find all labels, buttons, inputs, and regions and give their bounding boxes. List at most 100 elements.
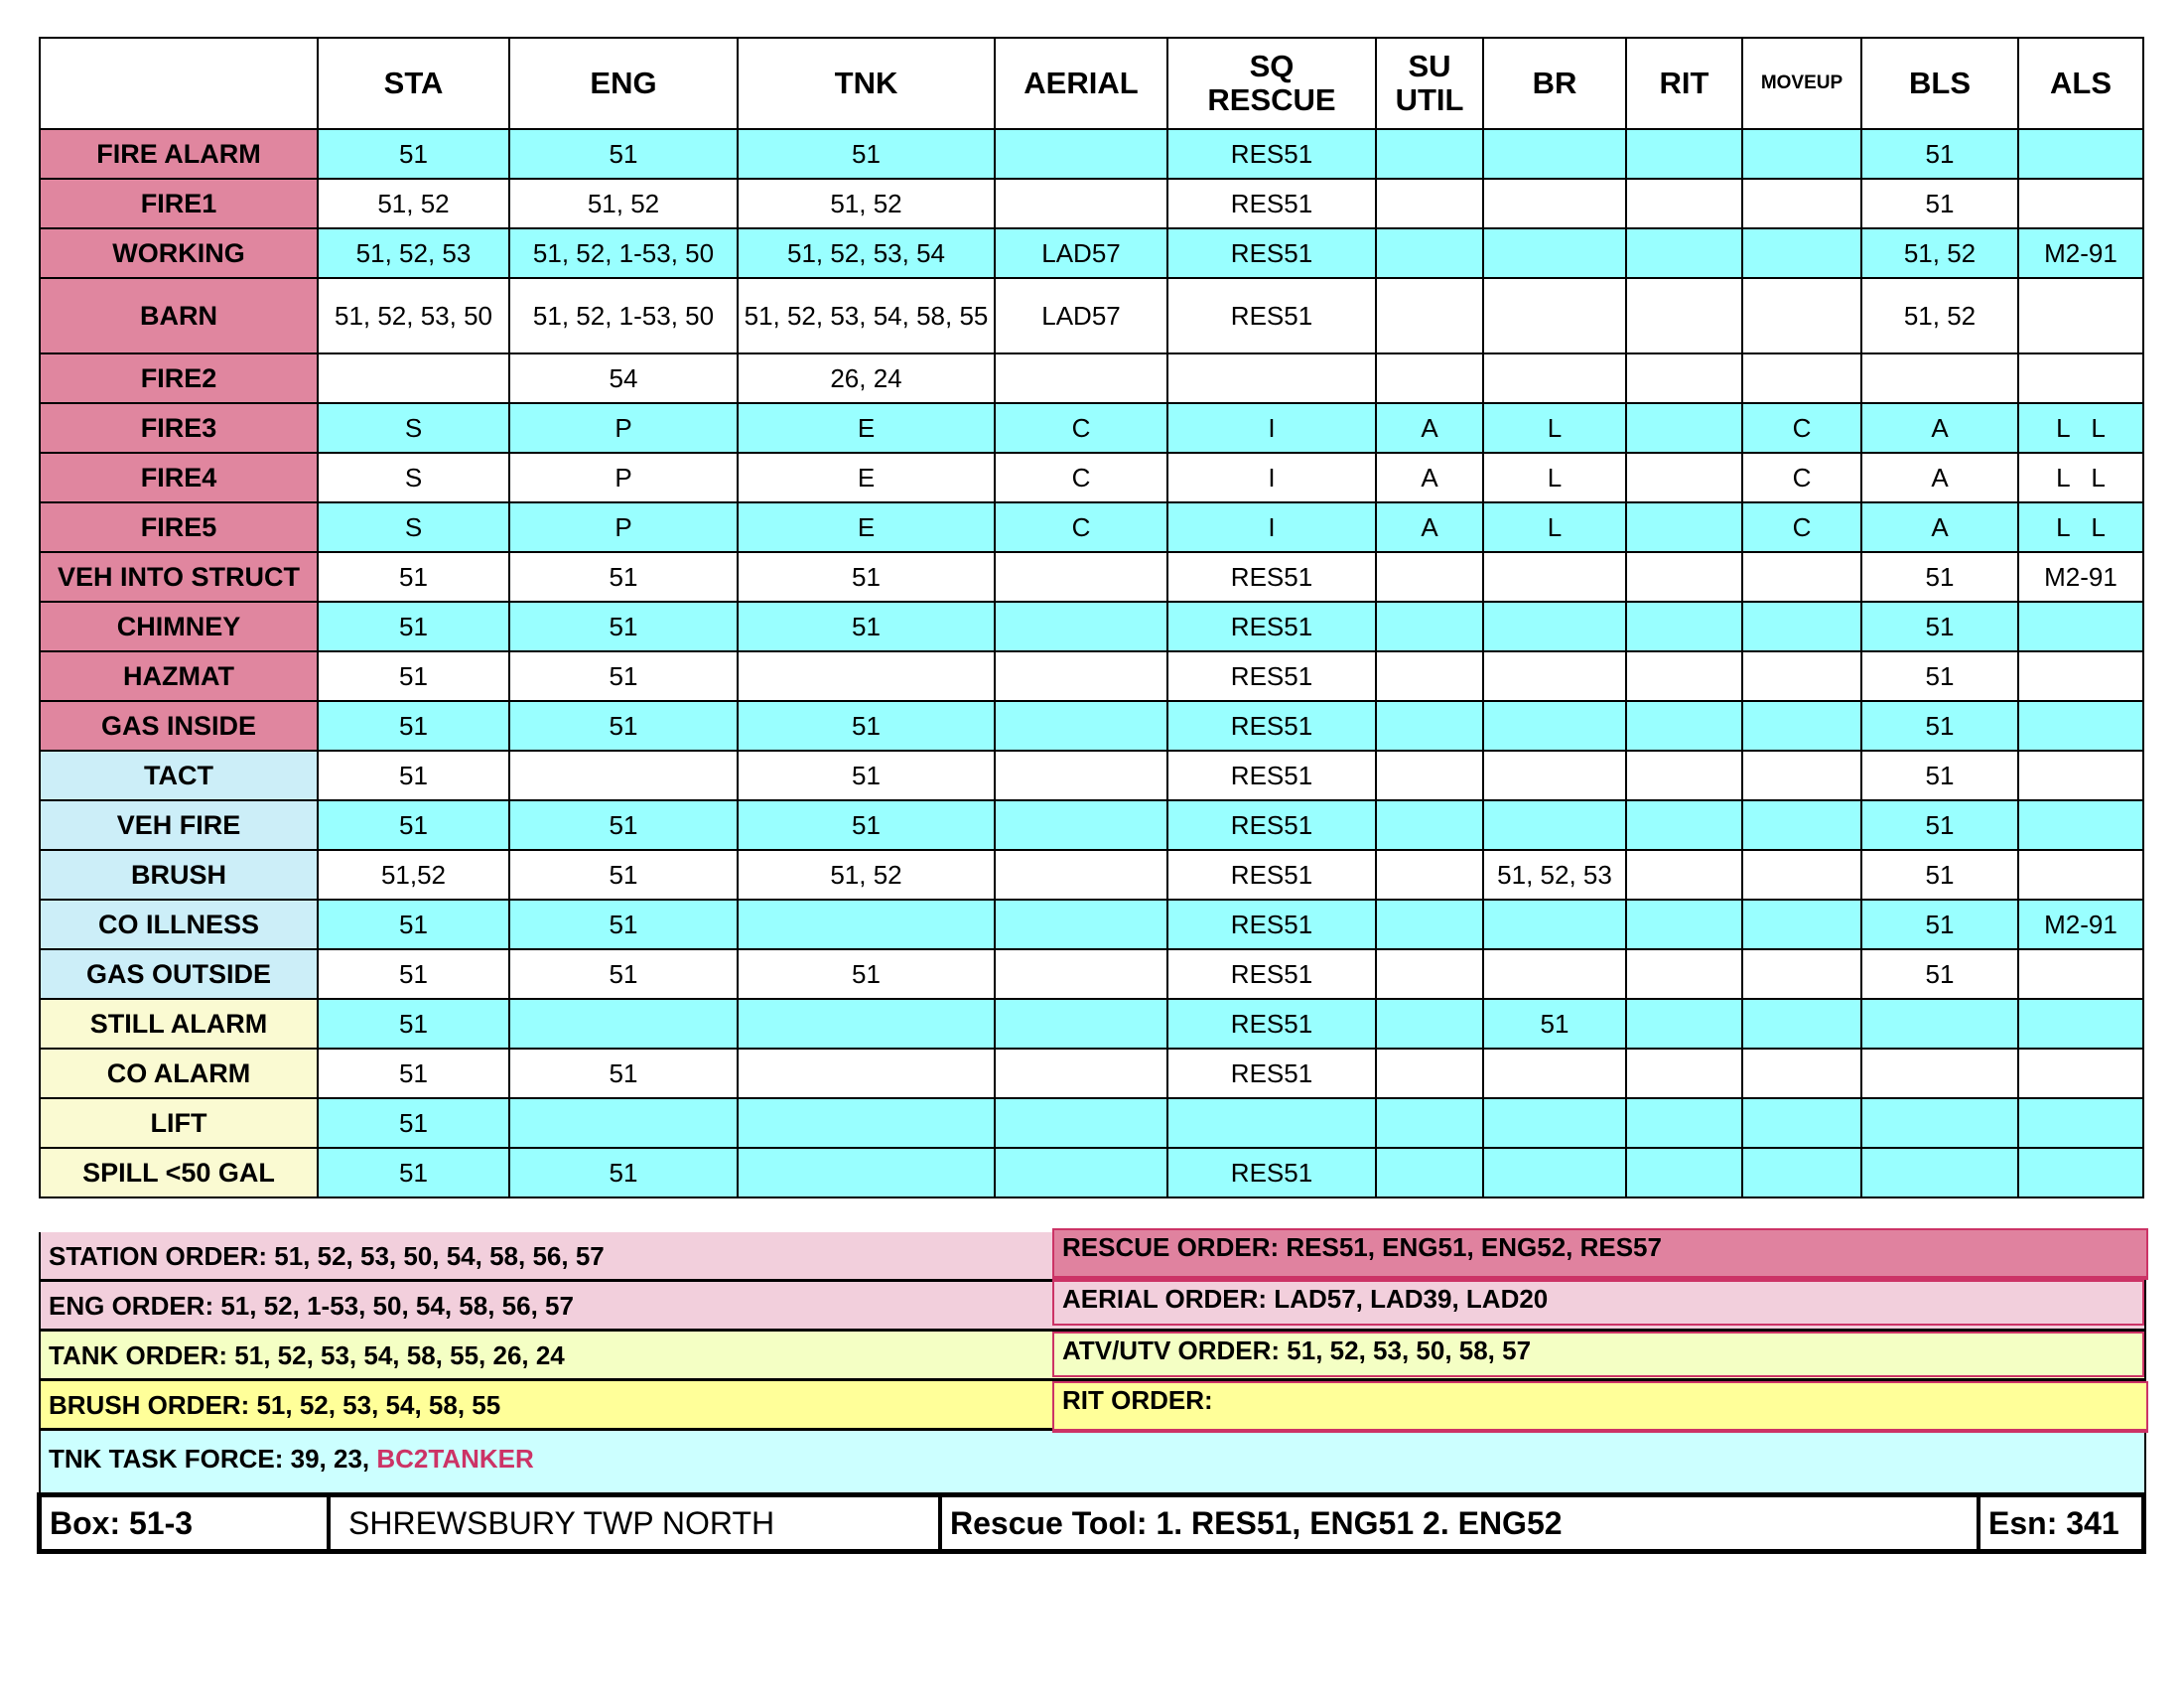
table-cell: 51, 52, 53, 54, 58, 55 [737, 277, 996, 354]
table-cell: I [1166, 501, 1377, 553]
table-cell [1860, 998, 2019, 1050]
footer-bar: Box: 51-3 SHREWSBURY TWP NORTH Rescue To… [37, 1492, 2146, 1554]
table-cell: 51 [508, 128, 739, 180]
table-cell [1625, 277, 1743, 354]
table-cell: 51 [1860, 799, 2019, 851]
table-cell [994, 551, 1168, 603]
table-cell: 51 [317, 948, 510, 1000]
table-cell [1625, 352, 1743, 404]
table-cell [1741, 948, 1862, 1000]
table-cell: LAD57 [994, 227, 1168, 279]
row-label: GAS INSIDE [39, 700, 319, 752]
table-cell [1375, 1147, 1484, 1198]
run-card-table: STA ENG TNK AERIAL SQ RESCUE SU UTIL BR RIT MOVE… [39, 37, 2144, 1198]
column-header: AERIAL [994, 37, 1168, 130]
table-cell [1625, 601, 1743, 652]
table-cell [1482, 227, 1627, 279]
table-cell [994, 799, 1168, 851]
row-label: WORKING [39, 227, 319, 279]
table-cell: L L [2017, 402, 2144, 454]
table-cell: 51 [317, 1048, 510, 1099]
table-cell [1625, 750, 1743, 801]
table-cell [1482, 601, 1627, 652]
table-cell: 51, 52, 1-53, 50 [508, 227, 739, 279]
table-cell [1625, 948, 1743, 1000]
row-label: GAS OUTSIDE [39, 948, 319, 1000]
table-cell: 51, 52 [1860, 227, 2019, 279]
table-cell [1625, 178, 1743, 229]
table-cell [737, 899, 996, 950]
table-cell [994, 601, 1168, 652]
table-cell: 51 [1860, 750, 2019, 801]
table-cell [1375, 128, 1484, 180]
table-row: FIRE3 S P E C I A L C A L L [39, 402, 2144, 454]
table-cell: C [1741, 501, 1862, 553]
table-cell [1375, 601, 1484, 652]
table-cell: 51 [1860, 551, 2019, 603]
table-cell: 51 [317, 650, 510, 702]
table-cell: A [1860, 501, 2019, 553]
column-header: MOVEUP [1741, 37, 1862, 130]
table-cell [1482, 948, 1627, 1000]
table-cell: M2-91 [2017, 899, 2144, 950]
table-cell: 51 [508, 849, 739, 901]
table-cell [2017, 849, 2144, 901]
table-cell: A [1375, 501, 1484, 553]
column-header: ALS [2017, 37, 2144, 130]
column-header: SQ RESCUE [1166, 37, 1377, 130]
table-cell: 51 [737, 601, 996, 652]
table-cell: 51 [317, 128, 510, 180]
column-header: STA [317, 37, 510, 130]
table-cell: 51 [508, 799, 739, 851]
table-cell: 51, 52 [1860, 277, 2019, 354]
table-cell [1625, 650, 1743, 702]
table-row: CO ALARM 51 51 RES51 [39, 1048, 2144, 1099]
column-header: TNK [737, 37, 996, 130]
table-cell: S [317, 501, 510, 553]
box-number: Box: 51-3 [42, 1497, 331, 1549]
table-cell [1625, 700, 1743, 752]
table-cell: L L [2017, 501, 2144, 553]
table-row: FIRE2 54 26, 24 [39, 352, 2144, 404]
table-cell [994, 178, 1168, 229]
table-cell: 51, 52, 53 [1482, 849, 1627, 901]
row-label: VEH INTO STRUCT [39, 551, 319, 603]
table-cell [994, 948, 1168, 1000]
table-cell: 51, 52, 1-53, 50 [508, 277, 739, 354]
table-cell: RES51 [1166, 1048, 1377, 1099]
table-cell: 51 [317, 700, 510, 752]
table-cell: L [1482, 501, 1627, 553]
table-cell [2017, 700, 2144, 752]
rescue-order: RESCUE ORDER: RES51, ENG51, ENG52, RES57 [1052, 1228, 2148, 1280]
row-label: BRUSH [39, 849, 319, 901]
table-cell [1860, 1097, 2019, 1149]
table-cell: 51, 52, 53, 54 [737, 227, 996, 279]
table-cell: P [508, 452, 739, 503]
table-cell [2017, 1097, 2144, 1149]
table-cell [737, 998, 996, 1050]
table-cell: 54 [508, 352, 739, 404]
table-cell [994, 750, 1168, 801]
column-header: SU UTIL [1375, 37, 1484, 130]
table-cell [1482, 650, 1627, 702]
table-row: FIRE4 S P E C I A L C A L L [39, 452, 2144, 503]
table-cell [1741, 650, 1862, 702]
table-row: HAZMAT 51 51 RES51 51 [39, 650, 2144, 702]
table-cell [508, 750, 739, 801]
table-cell [1625, 849, 1743, 901]
table-cell: 51 [1860, 601, 2019, 652]
table-cell: 26, 24 [737, 352, 996, 404]
table-cell [1860, 1147, 2019, 1198]
table-row: VEH INTO STRUCT 51 51 51 RES51 51 M2-91 [39, 551, 2144, 603]
table-cell: RES51 [1166, 849, 1377, 901]
table-cell: 51 [317, 1147, 510, 1198]
table-cell [1375, 650, 1484, 702]
table-cell: E [737, 402, 996, 454]
row-label: LIFT [39, 1097, 319, 1149]
table-cell [2017, 1048, 2144, 1099]
table-cell: 51 [317, 551, 510, 603]
table-cell [994, 849, 1168, 901]
table-cell: C [994, 402, 1168, 454]
table-cell: 51 [1860, 178, 2019, 229]
column-header: BLS [1860, 37, 2019, 130]
